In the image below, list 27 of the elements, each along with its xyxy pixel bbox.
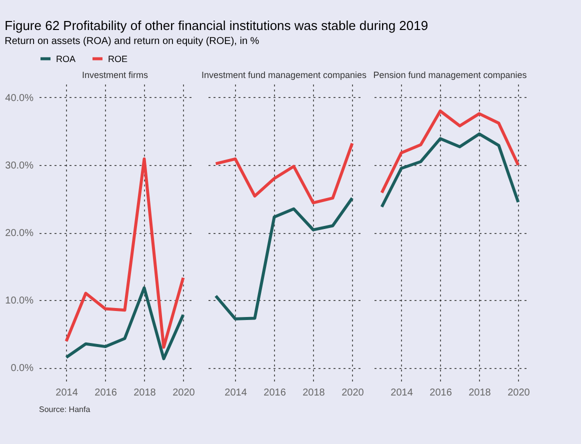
x-tick-label: 2014 — [56, 388, 78, 398]
text: Return on assets (ROA) and return on equity (ROE), in % — [4, 36, 260, 47]
x-tick-label: 2020 — [508, 388, 530, 398]
chart-title: Investment fund management companies — [201, 70, 368, 80]
x-tick-label: 2016 — [430, 388, 452, 398]
x-tick-label: 2014 — [390, 388, 414, 398]
x-tick-label: 2014 — [224, 388, 248, 398]
y-tick-label: 30.0% — [5, 160, 34, 172]
x-tick-label: 2020 — [342, 388, 364, 398]
legend-label: ROE — [108, 54, 128, 64]
x-tick-label: 2018 — [302, 388, 326, 398]
line-series — [64, 157, 185, 349]
x-tick-label: 2016 — [264, 388, 286, 398]
y-tick-label: 40.0% — [5, 93, 34, 104]
y-tick-label: 0.0% — [10, 363, 34, 374]
legend-label: ROA — [56, 54, 76, 64]
x-tick-label: 2016 — [94, 388, 118, 398]
chart-title: Pension fund management companies — [373, 70, 528, 80]
chart-title: Investment firms — [82, 70, 149, 80]
source-note: Source: Hanfa — [39, 405, 91, 414]
x-tick-label: 2018 — [134, 388, 156, 398]
x-tick-label: 2018 — [468, 388, 492, 398]
line-series — [64, 286, 185, 360]
y-tick-label: 20.0% — [5, 228, 34, 239]
caption: Figure 62 Profitability of other financial institutions was stable during 2019 — [4, 18, 428, 33]
x-tick-label: 2020 — [172, 388, 196, 398]
y-tick-label: 10.0% — [5, 296, 34, 306]
